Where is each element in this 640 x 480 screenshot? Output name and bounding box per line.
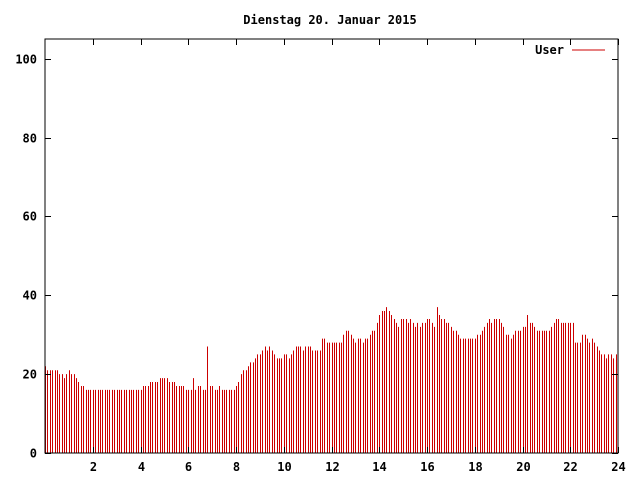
y-tick-label: 80 [23, 132, 37, 146]
x-tick-label: 12 [325, 460, 339, 474]
y-tick-label: 20 [23, 368, 37, 382]
x-tick-label: 2 [90, 460, 97, 474]
y-tick-label: 0 [30, 447, 37, 461]
x-tick-label: 6 [185, 460, 192, 474]
x-tick-label: 8 [233, 460, 240, 474]
legend-label: User [535, 43, 564, 57]
plot-frame [44, 38, 619, 454]
x-tick-label: 16 [420, 460, 434, 474]
x-tick-label: 4 [138, 460, 145, 474]
y-tick-label: 40 [23, 289, 37, 303]
x-axis-ticks: 2 4 6 8 10 12 14 16 18 20 22 24 [90, 39, 626, 474]
x-tick-label: 18 [468, 460, 482, 474]
y-tick-label: 60 [23, 210, 37, 224]
y-axis-ticks: 0 20 40 60 80 100 [15, 53, 618, 461]
bars-group [45, 307, 617, 453]
x-tick-label: 10 [277, 460, 291, 474]
x-tick-label: 24 [611, 460, 625, 474]
legend: User [535, 43, 605, 57]
x-tick-label: 22 [563, 460, 577, 474]
x-tick-label: 14 [372, 460, 386, 474]
chart-title: Dienstag 20. Januar 2015 [243, 13, 416, 27]
x-tick-label: 20 [516, 460, 530, 474]
y-tick-label: 100 [15, 53, 37, 67]
